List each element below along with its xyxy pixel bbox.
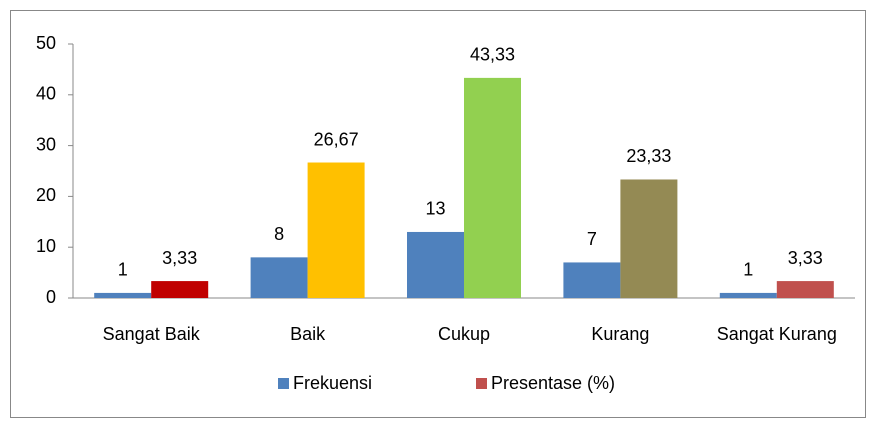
y-tick-label: 0 [46,287,56,307]
y-tick-label: 20 [36,185,56,205]
data-label: 3,33 [788,248,823,268]
data-label: 8 [274,224,284,244]
bar [464,77,521,298]
data-label: 26,67 [314,129,359,149]
x-tick-label: Sangat Baik [103,324,201,344]
data-label: 13 [425,199,445,219]
data-label: 23,33 [626,146,671,166]
y-tick-label: 10 [36,236,56,256]
bar [151,281,209,298]
legend-swatch [476,378,487,389]
data-label: 1 [118,260,128,280]
bar [407,231,464,298]
bar [307,162,365,298]
y-tick-label: 50 [36,33,56,53]
legend-swatch [278,378,289,389]
data-label: 43,33 [470,45,515,65]
legend-label: Presentase (%) [491,373,615,393]
legend-label: Frekuensi [293,373,372,393]
y-tick-label: 30 [36,134,56,154]
bar [563,262,621,298]
x-tick-label: Cukup [438,324,490,344]
data-label: 1 [743,260,753,280]
data-label: 7 [587,229,597,249]
bar [94,292,152,298]
chart-frame [10,10,866,418]
data-label: 3,33 [162,248,197,268]
y-tick-label: 40 [36,84,56,104]
bar [776,281,834,298]
x-tick-label: Kurang [591,324,649,344]
x-tick-label: Baik [290,324,326,344]
bar [719,292,777,298]
bar [620,179,678,298]
x-tick-label: Sangat Kurang [717,324,837,344]
bar [250,257,308,298]
